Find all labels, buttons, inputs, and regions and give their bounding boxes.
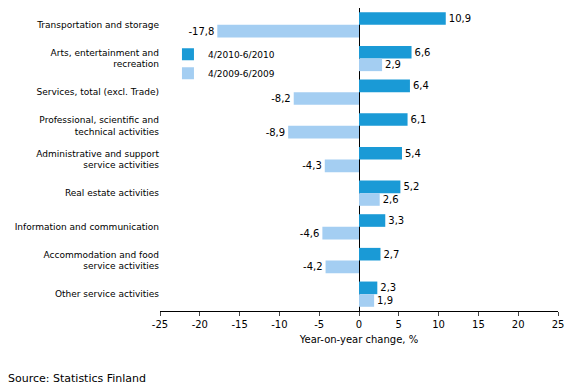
svg-text:-17,8: -17,8 (188, 26, 214, 37)
svg-text:-5: -5 (314, 319, 324, 330)
svg-text:Services, total (excl. Trade): Services, total (excl. Trade) (37, 87, 160, 97)
svg-text:4/2009-6/2009: 4/2009-6/2009 (208, 69, 275, 79)
svg-text:Professional, scientific andte: Professional, scientific andtechnical ac… (39, 115, 159, 137)
svg-text:10,9: 10,9 (449, 13, 471, 24)
svg-text:6,6: 6,6 (415, 47, 431, 58)
svg-text:Transportation and storage: Transportation and storage (36, 20, 159, 30)
svg-text:-8,2: -8,2 (271, 93, 291, 104)
svg-text:5: 5 (396, 319, 402, 330)
svg-text:-4,3: -4,3 (302, 160, 322, 171)
svg-text:6,1: 6,1 (411, 114, 427, 125)
html-text:Source: Statistics Finland: Source: Statistics Finland (8, 372, 147, 385)
svg-text:15: 15 (472, 319, 485, 330)
svg-text:Administrative and supportserv: Administrative and supportservice activi… (36, 149, 159, 171)
svg-text:2,7: 2,7 (383, 249, 399, 260)
svg-text:-10: -10 (271, 319, 287, 330)
svg-text:5,4: 5,4 (405, 148, 421, 159)
svg-text:1,9: 1,9 (377, 295, 393, 306)
svg-text:Arts, entertainment andrecreat: Arts, entertainment andrecreation (51, 48, 159, 70)
svg-text:Accommodation and foodservice: Accommodation and foodservice activities (44, 250, 160, 272)
svg-text:4/2010-6/2010: 4/2010-6/2010 (208, 50, 275, 60)
svg-text:25: 25 (552, 319, 565, 330)
svg-text:-4,6: -4,6 (300, 228, 320, 239)
svg-text:-4,2: -4,2 (303, 261, 323, 272)
svg-text:-15: -15 (231, 319, 247, 330)
svg-text:Year-on-year change, %: Year-on-year change, % (299, 334, 418, 345)
svg-text:10: 10 (432, 319, 445, 330)
svg-text:Information and communication: Information and communication (15, 222, 159, 232)
svg-text:-20: -20 (192, 319, 208, 330)
svg-text:2,9: 2,9 (385, 59, 401, 70)
svg-text:Real estate activities: Real estate activities (65, 188, 159, 198)
svg-text:5,2: 5,2 (403, 181, 419, 192)
svg-text:3,3: 3,3 (388, 215, 404, 226)
svg-text:Other service activities: Other service activities (55, 289, 159, 299)
svg-text:6,4: 6,4 (413, 80, 429, 91)
svg-text:2,6: 2,6 (383, 194, 399, 205)
svg-text:-25: -25 (152, 319, 168, 330)
svg-text:0: 0 (356, 319, 362, 330)
svg-text:2,3: 2,3 (380, 282, 396, 293)
svg-text:-8,9: -8,9 (266, 127, 286, 138)
svg-text:20: 20 (512, 319, 525, 330)
